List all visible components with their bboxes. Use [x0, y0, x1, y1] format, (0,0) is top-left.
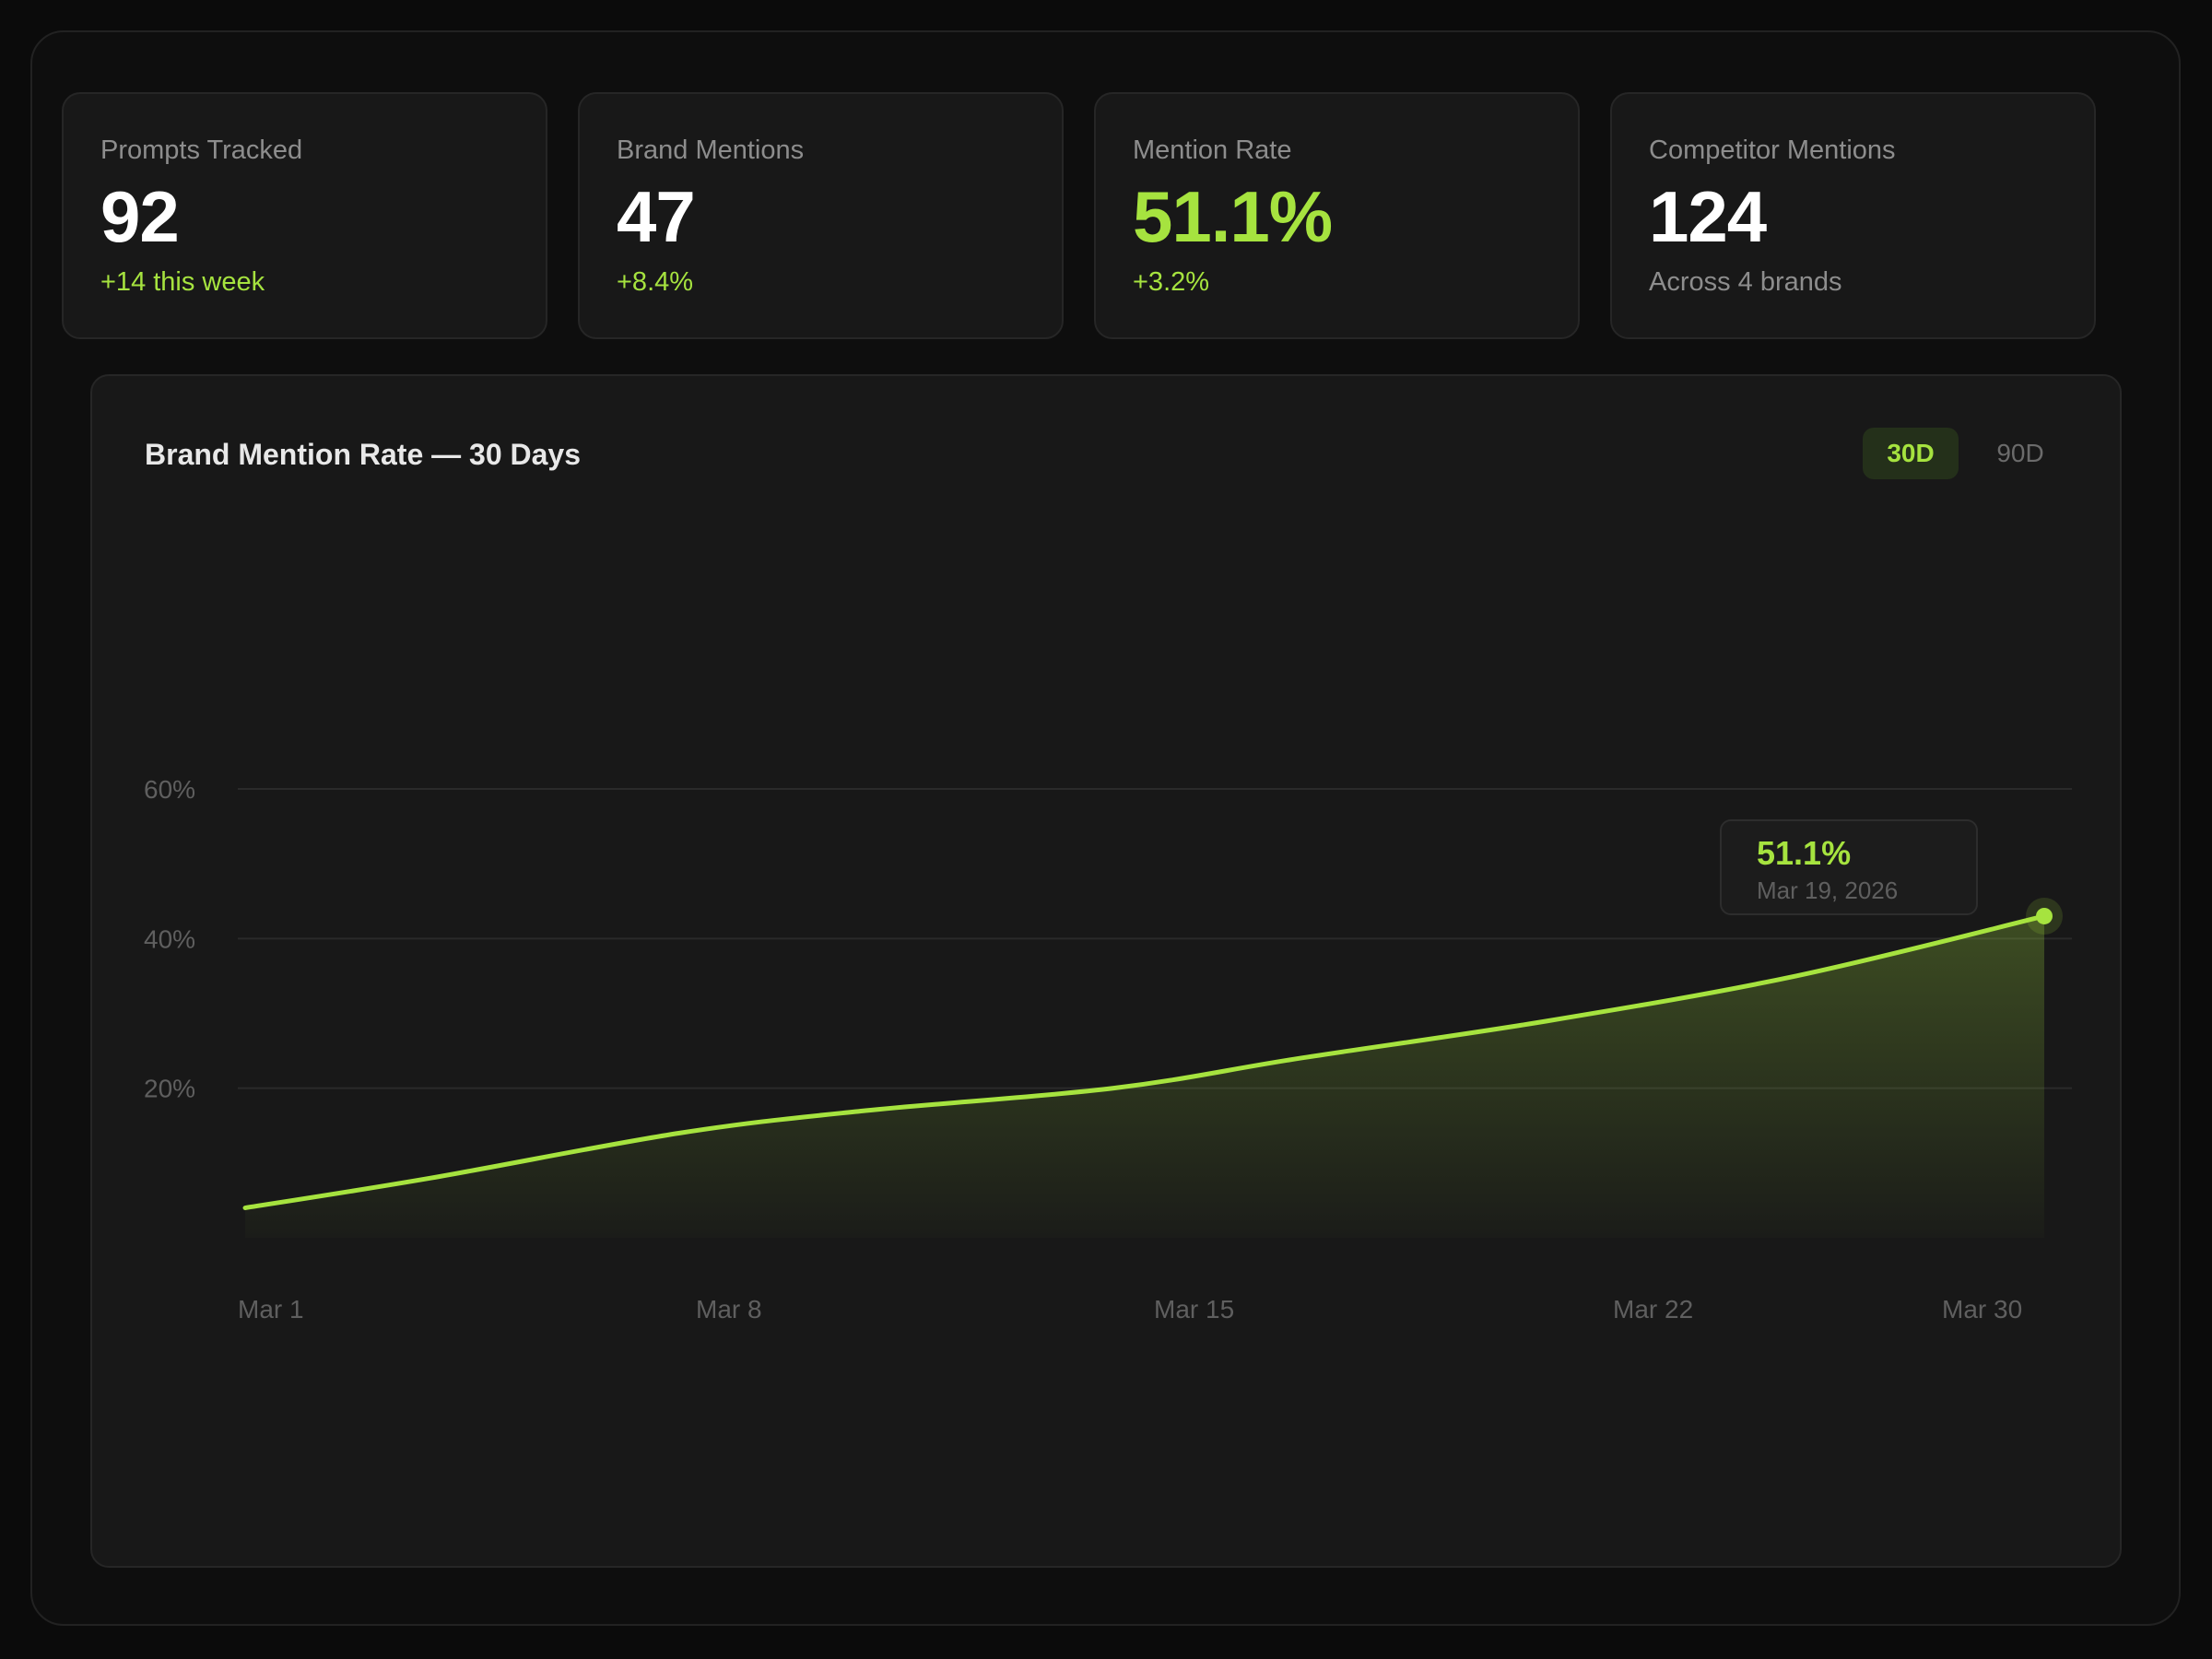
stat-change: +14 this week: [100, 267, 265, 297]
stat-value: 92: [100, 176, 180, 257]
stat-label: Brand Mentions: [617, 135, 805, 165]
x-tick-label: Mar 15: [1154, 1295, 1234, 1324]
series-line: [242, 913, 2047, 1211]
stat-change: +8.4%: [617, 267, 694, 297]
stat-value: 47: [617, 176, 696, 257]
stat-card-brand-mentions: Brand Mentions 47 +8.4%: [578, 92, 1064, 339]
y-tick-label: 60%: [144, 775, 195, 804]
mention-rate-chart: 20% 40% 60% Mar 1 Mar 8 Mar 15 Mar 22 Mar 30: [144, 775, 2072, 1324]
endpoint-marker[interactable]: [2036, 907, 2053, 924]
range-30d-button[interactable]: 30D: [1863, 428, 1959, 479]
area-fill: [245, 915, 2044, 1238]
tooltip-date: Mar 19, 2026: [1757, 877, 1899, 904]
y-tick-label: 40%: [144, 924, 195, 953]
chart-tooltip: 51.1% Mar 19, 2026: [1720, 819, 1978, 915]
stat-change: +3.2%: [1133, 267, 1210, 297]
stat-label: Prompts Tracked: [100, 135, 303, 165]
stat-card-prompts-tracked: Prompts Tracked 92 +14 this week: [62, 92, 547, 339]
stat-card-competitor-mentions: Competitor Mentions 124 Across 4 brands: [1610, 92, 2096, 339]
stat-value: 51.1%: [1133, 176, 1333, 257]
chart-card: Brand Mention Rate — 30 Days 30D 90D 20%…: [90, 374, 2122, 1568]
y-tick-label: 20%: [144, 1075, 195, 1103]
x-tick-label: Mar 22: [1613, 1295, 1693, 1324]
stat-value: 124: [1649, 176, 1767, 257]
range-90d-button[interactable]: 90D: [1996, 439, 2044, 467]
chart-title: Brand Mention Rate — 30 Days: [145, 438, 581, 471]
stat-label: Mention Rate: [1133, 135, 1292, 165]
stat-label: Competitor Mentions: [1649, 135, 1896, 165]
x-tick-label: Mar 1: [238, 1295, 304, 1324]
stat-note: Across 4 brands: [1649, 267, 1842, 297]
tooltip-value: 51.1%: [1757, 834, 1852, 872]
x-tick-label: Mar 8: [696, 1295, 762, 1324]
stat-card-mention-rate: Mention Rate 51.1% +3.2%: [1094, 92, 1580, 339]
x-tick-label: Mar 30: [1942, 1295, 2022, 1324]
